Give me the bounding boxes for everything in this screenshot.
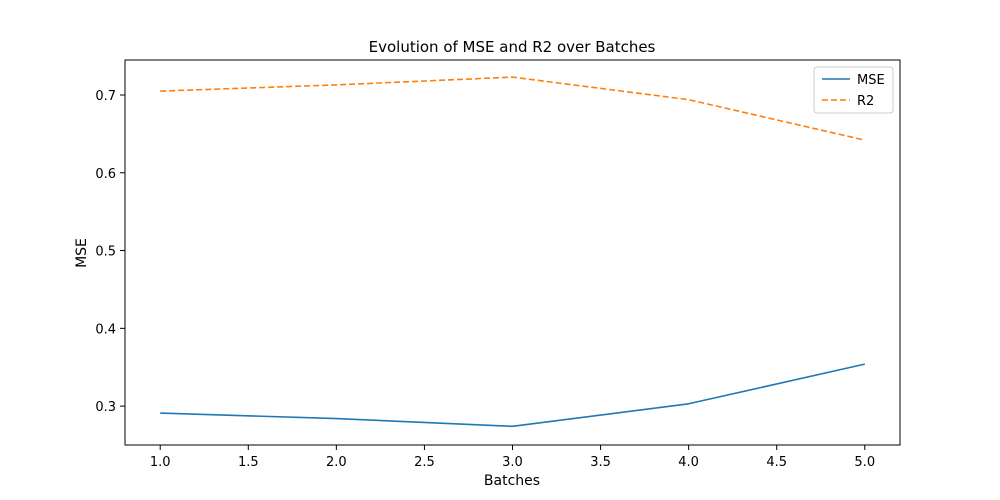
- y-tick-label: 0.3: [95, 400, 116, 415]
- chart-title: Evolution of MSE and R2 over Batches: [369, 38, 656, 56]
- x-tick-label: 5.0: [854, 455, 875, 470]
- x-tick-label: 4.0: [678, 455, 699, 470]
- series-line-mse: [160, 363, 865, 428]
- y-axis-ticks: 0.3 0.4 0.5 0.6 0.7: [95, 89, 125, 415]
- y-tick-label: 0.5: [95, 245, 116, 260]
- x-tick-label: 4.5: [766, 455, 787, 470]
- series-layer: [160, 76, 865, 428]
- y-tick-label: 0.4: [95, 322, 116, 337]
- y-tick-label: 0.6: [95, 167, 116, 182]
- legend-label-r2: R2: [857, 94, 874, 109]
- x-tick-label: 3.0: [502, 455, 523, 470]
- legend-label-mse: MSE: [857, 73, 885, 88]
- x-tick-label: 2.5: [414, 455, 435, 470]
- y-axis-label: MSE: [74, 238, 90, 268]
- x-tick-label: 2.0: [326, 455, 347, 470]
- x-tick-label: 1.5: [238, 455, 259, 470]
- x-axis-label: Batches: [484, 473, 540, 489]
- x-tick-label: 3.5: [590, 455, 611, 470]
- series-line-r2: [160, 76, 865, 141]
- y-tick-label: 0.7: [95, 89, 116, 104]
- x-axis-ticks: 1.0 1.5 2.0 2.5 3.0 3.5 4.0 4.5 5.0: [150, 445, 875, 470]
- legend: MSE R2: [813, 66, 894, 114]
- x-tick-label: 1.0: [150, 455, 171, 470]
